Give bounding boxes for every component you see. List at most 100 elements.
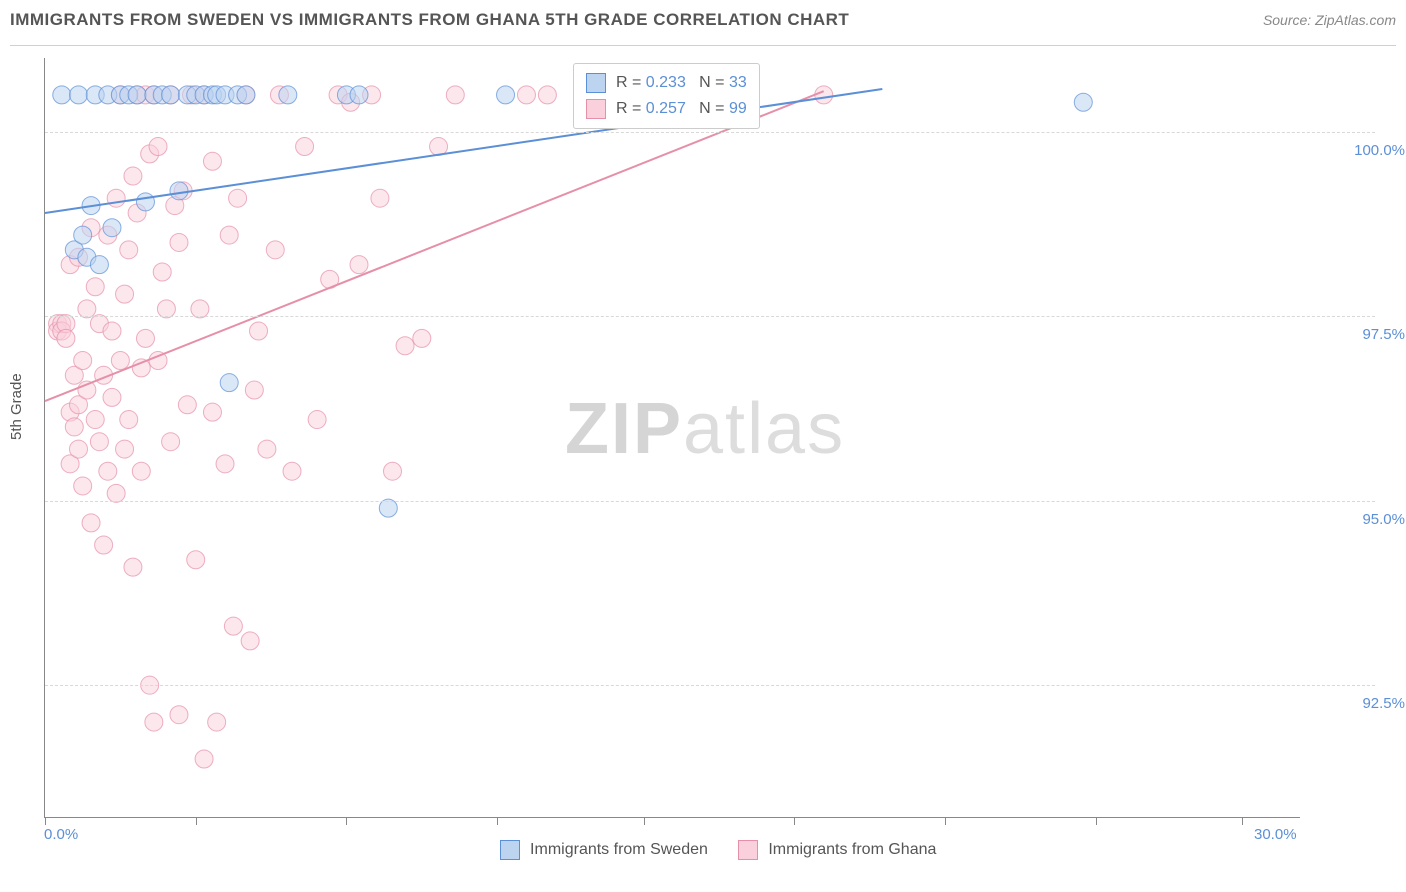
x-tick-label: 0.0%	[44, 826, 78, 843]
data-point	[279, 86, 297, 104]
data-point	[111, 352, 129, 370]
source-attribution: Source: ZipAtlas.com	[1263, 12, 1396, 28]
trend-line	[45, 91, 824, 401]
data-point	[103, 322, 121, 340]
data-point	[103, 219, 121, 237]
data-point	[116, 285, 134, 303]
data-point	[350, 256, 368, 274]
chart-svg	[45, 58, 1300, 817]
data-point	[74, 226, 92, 244]
data-point	[195, 750, 213, 768]
chart-title: IMMIGRANTS FROM SWEDEN VS IMMIGRANTS FRO…	[10, 10, 849, 29]
x-tick	[497, 817, 498, 825]
data-point	[203, 403, 221, 421]
data-point	[124, 167, 142, 185]
x-tick	[945, 817, 946, 825]
data-point	[136, 193, 154, 211]
legend-series-label: Immigrants from Sweden	[526, 841, 708, 858]
data-point	[497, 86, 515, 104]
data-point	[396, 337, 414, 355]
gridline	[45, 316, 1375, 317]
legend-bottom: Immigrants from Sweden Immigrants from G…	[0, 840, 1406, 860]
data-point	[538, 86, 556, 104]
data-point	[95, 536, 113, 554]
data-point	[74, 477, 92, 495]
legend-swatch	[738, 840, 758, 860]
data-point	[57, 329, 75, 347]
y-axis-label: 5th Grade	[8, 373, 25, 440]
x-tick	[1096, 817, 1097, 825]
data-point	[383, 462, 401, 480]
data-point	[153, 263, 171, 281]
data-point	[815, 86, 833, 104]
data-point	[132, 359, 150, 377]
gridline	[45, 501, 1375, 502]
data-point	[107, 189, 125, 207]
data-point	[170, 706, 188, 724]
legend-stats-row: R = 0.233 N = 33	[586, 70, 747, 96]
data-point	[237, 86, 255, 104]
plot-area: ZIPatlas 100.0%97.5%95.0%92.5%	[44, 58, 1300, 818]
y-tick-label: 97.5%	[1315, 326, 1405, 343]
data-point	[191, 300, 209, 318]
data-point	[170, 182, 188, 200]
y-tick-label: 100.0%	[1315, 142, 1405, 159]
data-point	[208, 713, 226, 731]
data-point	[379, 499, 397, 517]
legend-series-label: Immigrants from Ghana	[764, 841, 937, 858]
data-point	[128, 86, 146, 104]
data-point	[74, 352, 92, 370]
data-point	[162, 433, 180, 451]
data-point	[216, 455, 234, 473]
data-point	[170, 233, 188, 251]
data-point	[178, 396, 196, 414]
data-point	[120, 411, 138, 429]
data-point	[1074, 93, 1092, 111]
data-point	[86, 278, 104, 296]
data-point	[517, 86, 535, 104]
data-point	[120, 241, 138, 259]
gridline	[45, 132, 1375, 133]
data-point	[220, 226, 238, 244]
data-point	[296, 138, 314, 156]
source-link[interactable]: ZipAtlas.com	[1315, 12, 1396, 28]
data-point	[371, 189, 389, 207]
data-point	[65, 418, 83, 436]
x-tick	[794, 817, 795, 825]
legend-stats-row: R = 0.257 N = 99	[586, 96, 747, 122]
data-point	[258, 440, 276, 458]
data-point	[90, 433, 108, 451]
data-point	[99, 462, 117, 480]
data-point	[283, 462, 301, 480]
data-point	[157, 300, 175, 318]
data-point	[82, 514, 100, 532]
x-tick	[196, 817, 197, 825]
data-point	[86, 411, 104, 429]
data-point	[446, 86, 464, 104]
data-point	[69, 86, 87, 104]
data-point	[203, 152, 221, 170]
data-point	[162, 86, 180, 104]
chart-header: IMMIGRANTS FROM SWEDEN VS IMMIGRANTS FRO…	[10, 10, 1396, 46]
data-point	[124, 558, 142, 576]
data-point	[245, 381, 263, 399]
legend-swatch	[500, 840, 520, 860]
data-point	[53, 86, 71, 104]
data-point	[413, 329, 431, 347]
data-point	[103, 388, 121, 406]
data-point	[350, 86, 368, 104]
data-point	[187, 551, 205, 569]
data-point	[90, 256, 108, 274]
legend-swatch	[586, 73, 606, 93]
x-tick	[1242, 817, 1243, 825]
data-point	[308, 411, 326, 429]
data-point	[145, 713, 163, 731]
gridline	[45, 685, 1375, 686]
data-point	[136, 329, 154, 347]
x-tick	[644, 817, 645, 825]
x-tick	[45, 817, 46, 825]
legend-stats: R = 0.233 N = 33R = 0.257 N = 99	[573, 63, 760, 129]
data-point	[250, 322, 268, 340]
data-point	[241, 632, 259, 650]
data-point	[116, 440, 134, 458]
